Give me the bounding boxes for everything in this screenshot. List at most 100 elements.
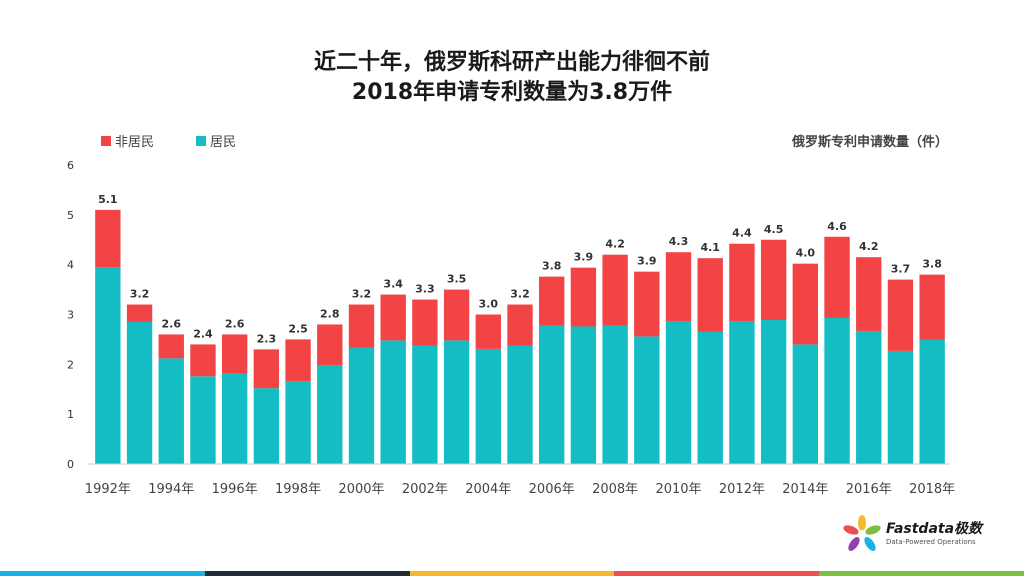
x-tick-label: 1992年	[85, 482, 131, 497]
bar-resident-1994	[158, 358, 184, 464]
data-label-1999: 2.8	[320, 307, 340, 320]
legend: 非居民 居民	[101, 135, 236, 150]
bar-resident-1998	[285, 381, 311, 464]
data-label-2001: 3.4	[383, 278, 403, 291]
bar-non-resident-2012	[729, 243, 755, 321]
y-tick-label: 1	[67, 408, 74, 421]
logo-brand-text: Fastdata极数	[886, 521, 983, 537]
data-label-2007: 3.9	[574, 251, 594, 264]
bar-resident-2016	[856, 330, 882, 464]
bar-resident-2002	[412, 345, 438, 464]
bar-resident-2013	[760, 319, 787, 464]
data-label-2000: 3.2	[352, 288, 372, 301]
data-label-2018: 3.8	[922, 258, 942, 271]
bar-non-resident-1996	[221, 334, 248, 374]
y-tick-label: 5	[67, 209, 74, 222]
bars: 5.1 3.2 2.6 2.4 2.6 2.3 2.5 2.8 3.2 3.4 3.3 3.5 3.0 3…	[95, 193, 945, 464]
data-label-1994: 2.6	[162, 317, 182, 330]
bar-resident-1997	[253, 388, 280, 464]
bar-resident-2012	[729, 320, 755, 464]
y-tick-label: 6	[67, 159, 74, 172]
y-tick-label: 2	[67, 358, 74, 371]
data-label-2014: 4.0	[796, 247, 816, 260]
data-label-1997: 2.3	[257, 332, 277, 345]
bar-resident-2011	[697, 331, 723, 464]
bar-resident-2008	[602, 325, 628, 464]
y-tick-label: 4	[67, 259, 74, 272]
x-tick-label: 2006年	[529, 482, 575, 497]
y-axis: 0 1 2 3 4 5 6	[67, 159, 74, 471]
data-label-2015: 4.6	[827, 220, 847, 233]
bar-resident-2018	[919, 339, 945, 464]
x-tick-label: 2012年	[719, 482, 765, 497]
data-label-2010: 4.3	[669, 235, 689, 248]
bar-resident-2006	[539, 325, 565, 464]
stripe-1	[0, 571, 205, 576]
legend-swatch-resident	[196, 136, 206, 146]
bar-non-resident-1992	[95, 209, 121, 268]
bar-resident-2005	[507, 345, 533, 464]
data-label-2017: 3.7	[891, 263, 911, 276]
bar-resident-2009	[634, 336, 660, 464]
bar-non-resident-2004	[475, 314, 501, 349]
data-label-2008: 4.2	[605, 238, 625, 251]
bar-resident-1992	[95, 267, 121, 464]
x-tick-label: 2002年	[402, 482, 448, 497]
x-tick-label: 2008年	[592, 482, 638, 497]
stripe-4	[614, 571, 820, 576]
bar-resident-1996	[221, 373, 248, 464]
x-tick-label: 2014年	[782, 482, 828, 497]
bar-resident-2010	[665, 320, 692, 464]
bar-non-resident-2001	[380, 294, 406, 341]
bar-resident-2007	[570, 326, 597, 464]
y-tick-label: 3	[67, 309, 74, 322]
title-line-2: 2018年申请专利数量为3.8万件	[351, 80, 673, 105]
bottom-color-stripes	[0, 571, 1024, 576]
chart-title: 近二十年，俄罗斯科研产出能力徘徊不前 2018年申请专利数量为3.8万件	[0, 48, 1024, 108]
bar-resident-1999	[317, 365, 343, 464]
x-tick-label: 1998年	[275, 482, 321, 497]
bar-non-resident-2018	[919, 274, 945, 340]
bar-non-resident-2002	[412, 299, 438, 346]
x-axis: 1992年 1994年 1996年 1998年 2000年 2002年 2004年 2006年…	[85, 482, 955, 497]
x-tick-label: 1996年	[212, 482, 258, 497]
bar-non-resident-2006	[539, 276, 565, 326]
data-label-1998: 2.5	[288, 322, 308, 335]
logo-tagline: Data-Powered Operations	[886, 538, 976, 546]
data-label-1996: 2.6	[225, 317, 245, 330]
data-label-2005: 3.2	[510, 288, 530, 301]
x-tick-label: 2004年	[465, 482, 511, 497]
x-tick-label: 2018年	[909, 482, 955, 497]
bar-non-resident-2016	[856, 257, 882, 331]
data-label-2003: 3.5	[447, 273, 467, 286]
x-tick-label: 2000年	[338, 482, 384, 497]
bar-resident-2003	[443, 340, 470, 464]
data-label-1992: 5.1	[98, 193, 118, 206]
stripe-2	[204, 571, 410, 576]
bar-non-resident-2010	[665, 252, 692, 321]
bar-non-resident-2017	[887, 279, 914, 351]
bar-non-resident-2009	[634, 271, 660, 337]
fastdata-logo: Fastdata极数 Data-Powered Operations	[842, 514, 992, 556]
bar-non-resident-2000	[348, 304, 375, 348]
data-label-1993: 3.2	[130, 288, 150, 301]
stripe-5	[819, 571, 1024, 576]
unit-label: 俄罗斯专利申请数量（件）	[791, 134, 948, 150]
legend-label-non-resident: 非居民	[115, 135, 154, 150]
legend-swatch-non-resident	[101, 136, 111, 146]
bar-resident-2001	[380, 340, 406, 464]
data-label-2012: 4.4	[732, 227, 752, 240]
x-tick-label: 1994年	[148, 482, 194, 497]
bar-non-resident-2015	[824, 236, 850, 318]
data-label-2004: 3.0	[479, 298, 499, 311]
bar-resident-1993	[126, 321, 153, 464]
x-tick-label: 2010年	[655, 482, 701, 497]
bar-non-resident-1995	[190, 344, 216, 377]
bar-non-resident-2014	[792, 263, 819, 345]
bar-non-resident-2003	[443, 289, 470, 341]
bar-non-resident-1994	[158, 334, 184, 359]
legend-label-resident: 居民	[210, 135, 236, 150]
title-line-1: 近二十年，俄罗斯科研产出能力徘徊不前	[313, 50, 710, 75]
data-label-1995: 2.4	[193, 327, 213, 340]
